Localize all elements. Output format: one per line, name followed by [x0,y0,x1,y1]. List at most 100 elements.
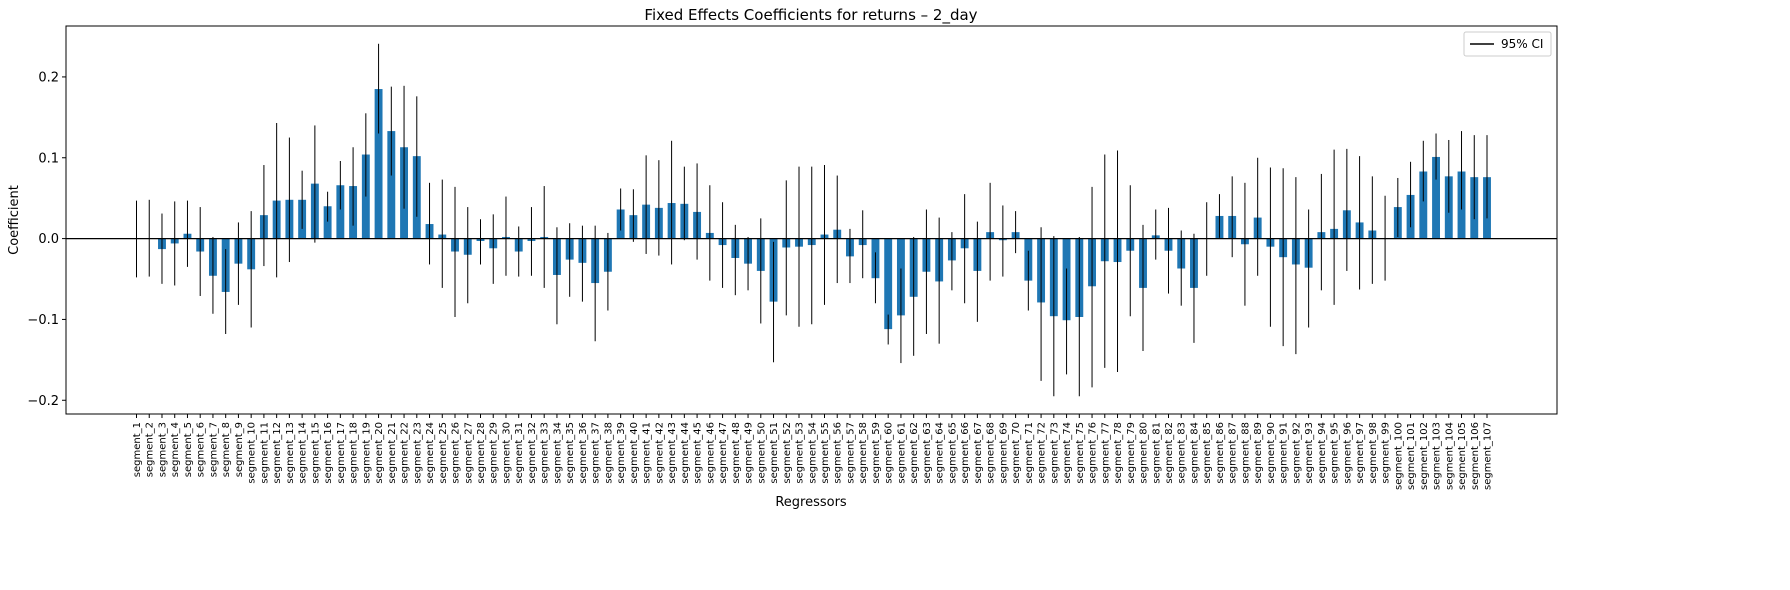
x-tick-label: segment_44 [680,422,691,484]
x-tick-label: segment_65 [947,422,958,484]
x-tick-label: segment_50 [756,422,767,484]
x-tick-label: segment_39 [616,422,627,484]
x-tick-label: segment_32 [527,422,538,484]
x-tick-label: segment_37 [591,422,602,484]
x-tick-label: segment_46 [705,422,716,484]
bar-segment_19 [361,154,370,239]
x-tick-label: segment_10 [247,422,258,484]
x-tick-label: segment_94 [1317,422,1328,484]
y-tick-label: 0.2 [38,70,59,85]
x-tick-label: segment_96 [1342,422,1353,484]
x-tick-label: segment_22 [400,422,411,484]
x-tick-label: segment_34 [552,422,563,484]
x-tick-label: segment_42 [654,422,665,484]
x-tick-label: segment_28 [476,422,487,484]
x-tick-label: segment_87 [1228,422,1239,484]
x-tick-label: segment_66 [960,422,971,484]
x-tick-label: segment_29 [489,422,500,484]
x-tick-label: segment_9 [234,422,245,477]
bar-segment_16 [323,206,332,239]
bar-segment_103 [1432,156,1440,239]
x-tick-label: segment_107 [1483,422,1494,490]
x-tick-label: segment_74 [1062,422,1073,484]
legend-label: 95% CI [1501,37,1543,51]
x-tick-label: segment_2 [145,422,156,477]
x-tick-label: segment_85 [1202,422,1213,484]
y-tick-label: −0.1 [27,313,59,328]
x-tick-label: segment_35 [565,422,576,484]
legend-box [1463,31,1552,57]
x-tick-label: segment_71 [1024,422,1035,484]
x-tick-label: segment_84 [1189,422,1200,484]
x-tick-label: segment_68 [986,422,997,484]
x-tick-label: segment_91 [1279,422,1290,484]
x-tick-label: segment_73 [1049,422,1060,484]
x-tick-label: segment_4 [170,422,181,477]
x-tick-label: segment_57 [845,422,856,484]
x-tick-label: segment_69 [998,422,1009,484]
x-tick-label: segment_76 [1088,422,1099,484]
x-tick-label: segment_64 [935,422,946,484]
x-tick-label: segment_101 [1406,422,1417,490]
x-tick-label: segment_90 [1266,422,1277,484]
x-tick-label: segment_14 [298,422,309,484]
x-tick-label: segment_86 [1215,422,1226,484]
x-axis-label: Regressors [775,495,847,510]
x-tick-label: segment_17 [336,422,347,484]
x-tick-label: segment_48 [731,422,742,484]
x-tick-label: segment_70 [1011,422,1022,484]
bar-segment_17 [336,185,345,239]
bar-segment_60 [884,238,893,330]
x-tick-label: segment_67 [973,422,984,484]
x-tick-label: segment_79 [1126,422,1137,484]
x-tick-label: segment_60 [884,422,895,484]
x-tick-label: segment_95 [1330,422,1341,484]
x-tick-label: segment_105 [1457,422,1468,490]
x-tick-label: segment_56 [833,422,844,484]
x-tick-label: segment_38 [603,422,614,484]
x-tick-label: segment_1 [132,422,143,477]
x-tick-label: segment_98 [1368,422,1379,484]
x-tick-label: segment_11 [259,422,270,484]
y-axis: −0.2 −0.1 0.0 0.1 0.2 [27,70,66,409]
x-tick-label: segment_83 [1177,422,1188,484]
y-tick-label: −0.2 [27,394,59,409]
x-tick-label: segment_33 [540,422,551,484]
x-tick-label: segment_52 [782,422,793,484]
plot-area [66,43,1557,397]
x-tick-label: segment_63 [922,422,933,484]
x-tick-label: segment_62 [909,422,920,484]
x-tick-label: segment_59 [871,422,882,484]
x-tick-label: segment_103 [1432,422,1443,490]
x-tick-label: segment_26 [451,422,462,484]
legend: 95% CI [1463,31,1552,57]
x-tick-label: segment_12 [272,422,283,484]
bar-segment_102 [1419,171,1428,239]
x-tick-label: segment_88 [1240,422,1251,484]
x-tick-label: segment_36 [578,422,589,484]
x-axis: segment_1 segment_2 segment_3 segment_4 segm… [132,414,1494,490]
x-tick-label: segment_81 [1151,422,1162,484]
x-tick-label: segment_25 [438,422,449,484]
x-tick-label: segment_8 [221,422,232,477]
x-tick-label: segment_92 [1291,422,1302,484]
x-tick-label: segment_43 [667,422,678,484]
x-tick-label: segment_31 [514,422,525,484]
plot-frame [65,25,1558,415]
x-tick-label: segment_72 [1037,422,1048,484]
x-tick-label: segment_51 [769,422,780,484]
y-tick-label: 0.1 [38,151,59,166]
x-tick-label: segment_58 [858,422,869,484]
x-tick-label: segment_20 [374,422,385,484]
x-tick-label: segment_23 [412,422,423,484]
x-tick-label: segment_99 [1381,422,1392,484]
x-tick-label: segment_61 [896,422,907,484]
x-tick-label: segment_30 [501,422,512,484]
x-tick-label: segment_89 [1253,422,1264,484]
bar-segment_20 [374,89,383,239]
x-tick-label: segment_77 [1100,422,1111,484]
x-tick-label: segment_75 [1075,422,1086,484]
x-tick-label: segment_7 [208,422,219,477]
bar-segment_21 [387,131,396,239]
